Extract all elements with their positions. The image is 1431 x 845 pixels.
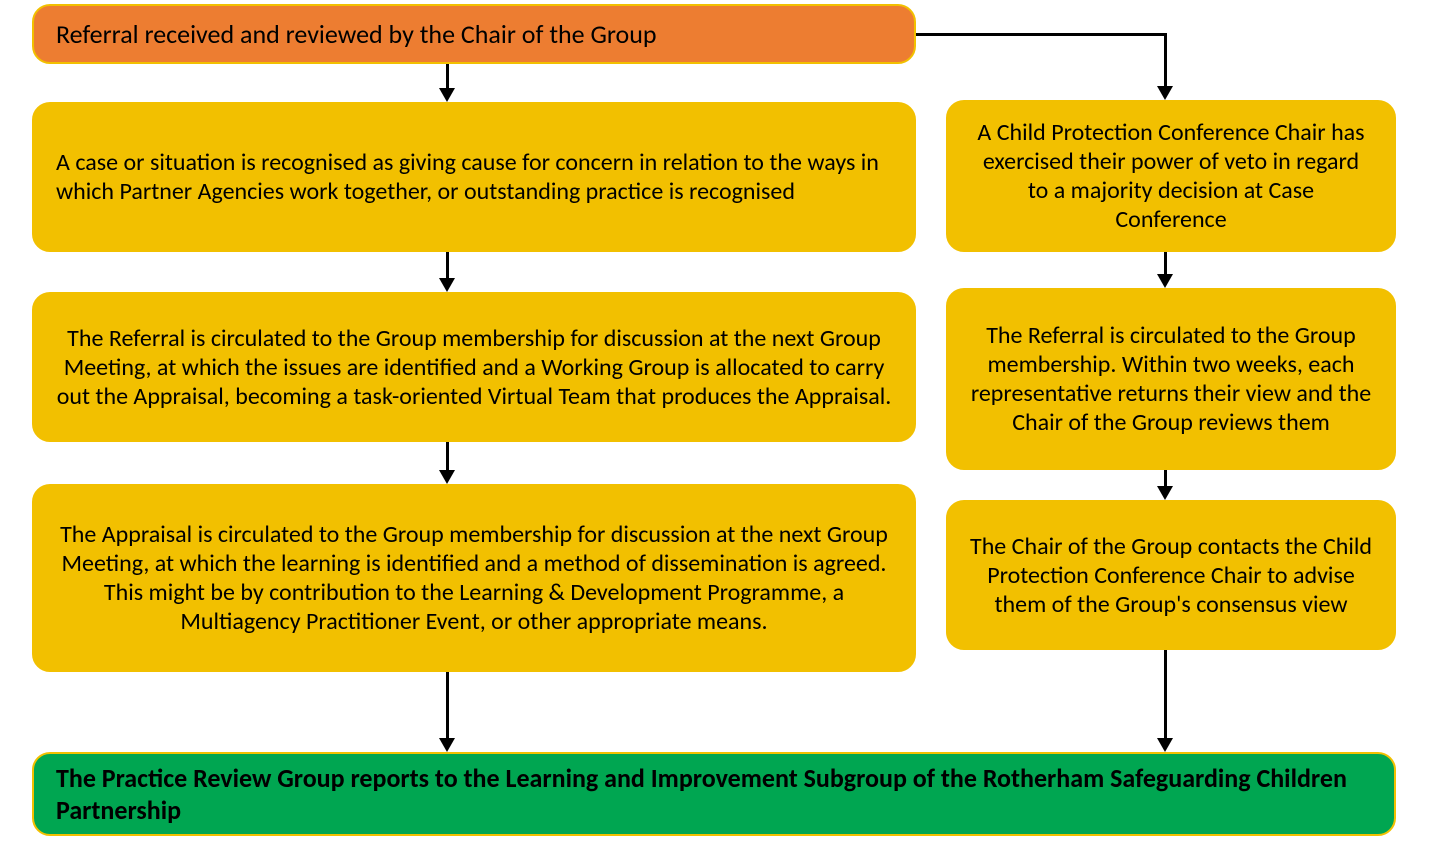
flow-node-left1-text: A case or situation is recognised as giv… <box>56 148 892 206</box>
arrow-down-icon <box>439 88 455 102</box>
flow-edge-left3-footer <box>446 672 449 740</box>
flow-node-header-text: Referral received and reviewed by the Ch… <box>56 18 892 50</box>
flow-node-left3: The Appraisal is circulated to the Group… <box>32 484 916 672</box>
flow-node-right2-text: The Referral is circulated to the Group … <box>970 321 1372 437</box>
flow-node-left3-text: The Appraisal is circulated to the Group… <box>56 520 892 636</box>
arrow-down-icon <box>439 738 455 752</box>
flow-edge-right1-right2 <box>1164 252 1167 276</box>
flow-edge-left1-left2 <box>446 252 449 280</box>
flow-node-header: Referral received and reviewed by the Ch… <box>32 4 916 64</box>
arrow-down-icon <box>439 278 455 292</box>
flow-node-right3-text: The Chair of the Group contacts the Chil… <box>970 532 1372 619</box>
arrow-down-icon <box>1157 274 1173 288</box>
arrow-down-icon <box>1157 486 1173 500</box>
flow-node-right1-text: A Child Protection Conference Chair has … <box>970 118 1372 234</box>
arrow-down-icon <box>1157 86 1173 100</box>
flow-edge-header-left1 <box>446 64 449 90</box>
arrow-down-icon <box>1157 738 1173 752</box>
flow-node-footer-text: The Practice Review Group reports to the… <box>56 762 1372 826</box>
flow-edge-right3-footer <box>1164 650 1167 740</box>
flow-node-left1: A case or situation is recognised as giv… <box>32 102 916 252</box>
flow-node-left2: The Referral is circulated to the Group … <box>32 292 916 442</box>
flow-node-footer: The Practice Review Group reports to the… <box>32 752 1396 836</box>
flow-node-right2: The Referral is circulated to the Group … <box>946 288 1396 470</box>
flow-node-left2-text: The Referral is circulated to the Group … <box>56 324 892 411</box>
arrow-down-icon <box>439 470 455 484</box>
flow-edge-elbow-h <box>916 33 1167 36</box>
flow-node-right1: A Child Protection Conference Chair has … <box>946 100 1396 252</box>
flow-node-right3: The Chair of the Group contacts the Chil… <box>946 500 1396 650</box>
flow-edge-elbow-v <box>1164 34 1167 88</box>
flow-edge-left2-left3 <box>446 442 449 472</box>
